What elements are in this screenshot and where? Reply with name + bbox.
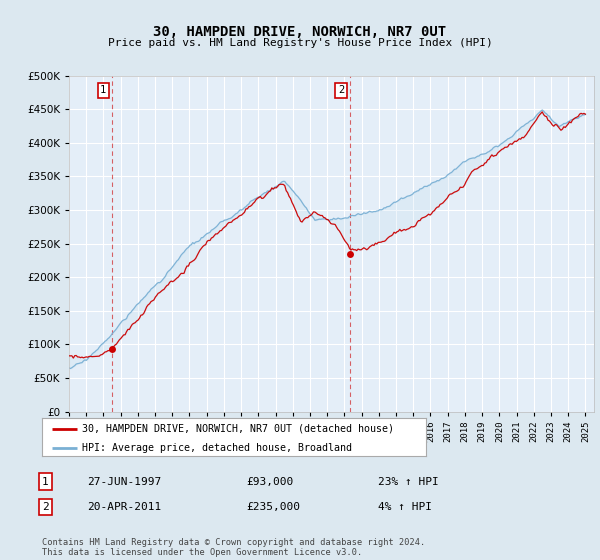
Text: £93,000: £93,000: [246, 477, 293, 487]
Text: 23% ↑ HPI: 23% ↑ HPI: [378, 477, 439, 487]
Text: £235,000: £235,000: [246, 502, 300, 512]
Text: HPI: Average price, detached house, Broadland: HPI: Average price, detached house, Broa…: [82, 443, 352, 453]
Text: Contains HM Land Registry data © Crown copyright and database right 2024.
This d: Contains HM Land Registry data © Crown c…: [42, 538, 425, 557]
Text: 20-APR-2011: 20-APR-2011: [87, 502, 161, 512]
Text: 2: 2: [42, 502, 49, 512]
Text: 1: 1: [100, 85, 106, 95]
Text: Price paid vs. HM Land Registry's House Price Index (HPI): Price paid vs. HM Land Registry's House …: [107, 38, 493, 48]
Text: 30, HAMPDEN DRIVE, NORWICH, NR7 0UT (detached house): 30, HAMPDEN DRIVE, NORWICH, NR7 0UT (det…: [82, 424, 394, 434]
Text: 27-JUN-1997: 27-JUN-1997: [87, 477, 161, 487]
Text: 1: 1: [42, 477, 49, 487]
Text: 2: 2: [338, 85, 344, 95]
Text: 4% ↑ HPI: 4% ↑ HPI: [378, 502, 432, 512]
Text: 30, HAMPDEN DRIVE, NORWICH, NR7 0UT: 30, HAMPDEN DRIVE, NORWICH, NR7 0UT: [154, 25, 446, 39]
